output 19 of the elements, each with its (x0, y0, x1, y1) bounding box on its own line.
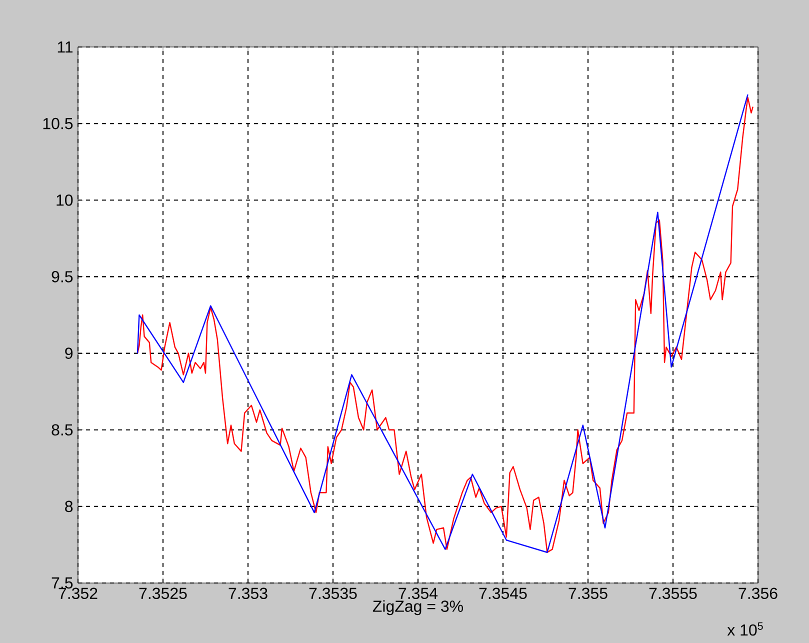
x-tick-label: 7.353 (228, 588, 268, 600)
x-tick-label: 7.354 (398, 588, 438, 600)
x-tick-label: 7.356 (738, 588, 778, 600)
y-tick-label: 11 (58, 42, 73, 53)
x-tick-label: 7.352 (58, 588, 98, 600)
x-tick-label: 7.3545 (479, 588, 527, 600)
x-tick-label: 7.3525 (139, 588, 187, 600)
y-tick-label: 8 (65, 500, 73, 512)
x-tick-label: 7.3555 (649, 588, 697, 600)
text: x 10$^{5}$ (727, 622, 763, 636)
y-tick-label: 9 (65, 348, 73, 359)
y-tick-label: 10 (56, 194, 73, 206)
y-tick-label: 8.5 (52, 424, 73, 436)
y-tick-label: 7.5 (52, 577, 73, 589)
x-tick-label: 7.355 (568, 588, 608, 600)
y-tick-label: 9.5 (52, 271, 73, 282)
y-tick-label: 10.5 (43, 118, 73, 130)
x-axis-title: ZigZag = 3% (372, 600, 463, 616)
x-tick-label: 7.3535 (309, 588, 357, 600)
